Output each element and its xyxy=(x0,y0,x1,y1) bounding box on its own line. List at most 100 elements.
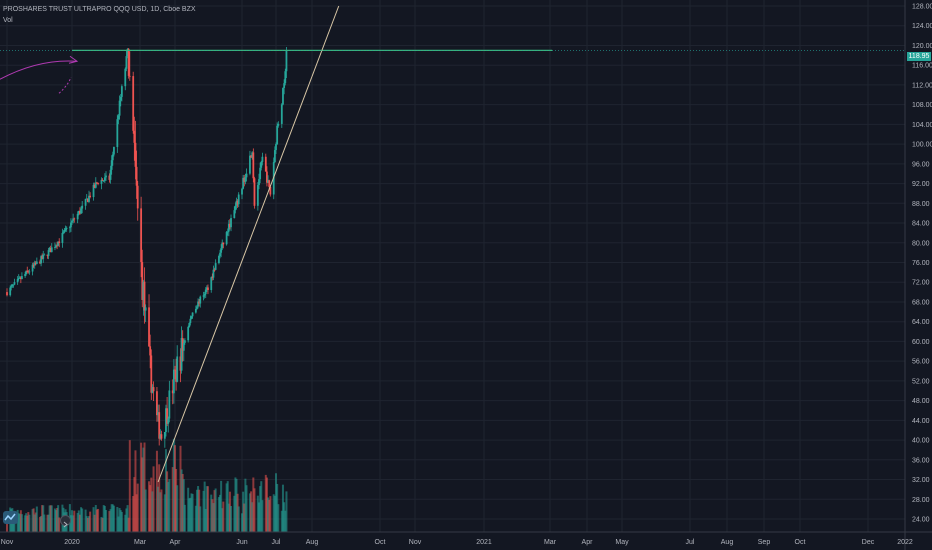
candle xyxy=(220,248,223,253)
candle xyxy=(181,338,184,351)
volume-bar xyxy=(140,442,143,532)
volume-bar xyxy=(117,516,120,532)
volume-bar xyxy=(160,489,163,532)
candle xyxy=(63,229,66,233)
candle xyxy=(144,307,147,311)
candle xyxy=(210,277,213,291)
candle xyxy=(117,115,120,120)
volume-bar xyxy=(245,485,248,532)
volume-bar xyxy=(108,511,111,532)
candle xyxy=(12,284,15,286)
candle xyxy=(203,294,206,296)
drawings[interactable] xyxy=(0,5,905,483)
time-tick-label: Aug xyxy=(721,539,734,546)
tradingview-logo-icon[interactable] xyxy=(3,511,18,524)
volume-bar xyxy=(46,514,49,532)
time-tick-label: Mar xyxy=(134,539,147,546)
volume-bar xyxy=(191,493,194,532)
volume-bar xyxy=(212,503,215,532)
go-to-realtime-icon[interactable] xyxy=(60,515,71,528)
grid xyxy=(0,0,906,532)
candle xyxy=(280,104,283,124)
candle xyxy=(77,210,80,214)
volume-bar xyxy=(105,509,107,532)
candle xyxy=(21,276,23,280)
volume-bar xyxy=(164,449,167,532)
candle xyxy=(73,218,76,220)
candle xyxy=(6,292,8,296)
volume-bar xyxy=(198,489,201,532)
candle xyxy=(222,242,225,245)
volume-bar xyxy=(71,510,73,532)
candle xyxy=(32,264,35,266)
volume-bar xyxy=(25,513,28,532)
price-tick-label: 36.00 xyxy=(912,457,930,464)
volume-bar xyxy=(102,505,105,532)
candle xyxy=(84,198,87,206)
candle xyxy=(71,220,73,223)
time-tick-label: May xyxy=(615,539,629,546)
time-tick-label: 2022 xyxy=(897,539,913,546)
candle xyxy=(70,222,72,228)
candle xyxy=(285,50,288,72)
volume-bar xyxy=(277,504,280,532)
volume-bar xyxy=(172,438,175,532)
candle xyxy=(33,262,36,266)
candle xyxy=(230,218,232,228)
candle xyxy=(269,186,272,195)
candle xyxy=(102,180,105,182)
volume-bar xyxy=(53,508,56,532)
price-tick-label: 96.00 xyxy=(912,161,930,168)
volume-bar xyxy=(222,501,225,532)
volume-bar xyxy=(260,481,263,532)
volume-bar xyxy=(112,505,115,532)
candle xyxy=(50,247,53,253)
volume-bar xyxy=(150,477,153,532)
volume-bar xyxy=(35,506,38,532)
time-tick-label: Jun xyxy=(236,539,247,546)
time-tick-label: Jul xyxy=(686,539,695,546)
volume-bar xyxy=(280,510,283,532)
volume-label[interactable]: Vol xyxy=(3,17,13,24)
candle xyxy=(40,256,42,264)
candle xyxy=(221,242,224,249)
candle xyxy=(86,198,89,202)
candle xyxy=(88,195,90,202)
price-tick-label: 68.00 xyxy=(912,299,930,306)
volume-bar xyxy=(94,505,97,532)
volume-bar xyxy=(48,505,51,532)
candle xyxy=(159,434,162,439)
volume-bar xyxy=(250,491,253,532)
volume-bar xyxy=(89,511,92,532)
volume-bars xyxy=(6,438,288,532)
volume-bar xyxy=(235,478,238,532)
volume-bar xyxy=(57,505,60,532)
volume-bar xyxy=(275,473,277,532)
symbol-title[interactable]: PROSHARES TRUST ULTRAPRO QQQ USD, 1D, Cb… xyxy=(3,6,196,13)
volume-bar xyxy=(242,491,245,532)
volume-bar xyxy=(285,491,288,532)
candle xyxy=(225,232,228,245)
arrow-stroke xyxy=(58,77,72,94)
volume-bar xyxy=(155,450,158,532)
candle xyxy=(140,208,143,263)
volume-bar xyxy=(183,504,186,532)
candle xyxy=(202,295,205,297)
volume-bar xyxy=(142,447,145,532)
volume-bar xyxy=(220,480,223,532)
candle xyxy=(251,152,254,158)
candle xyxy=(226,231,229,233)
volume-bar xyxy=(243,503,246,532)
price-tick-label: 52.00 xyxy=(912,378,930,385)
volume-bar xyxy=(269,496,272,532)
volume-bar xyxy=(258,502,260,532)
volume-bar xyxy=(49,505,52,532)
volume-bar xyxy=(149,485,152,532)
price-tick-label: 76.00 xyxy=(912,260,930,267)
candle xyxy=(260,161,263,168)
candle xyxy=(18,277,21,279)
volume-bar xyxy=(188,498,191,532)
candle xyxy=(61,232,64,243)
